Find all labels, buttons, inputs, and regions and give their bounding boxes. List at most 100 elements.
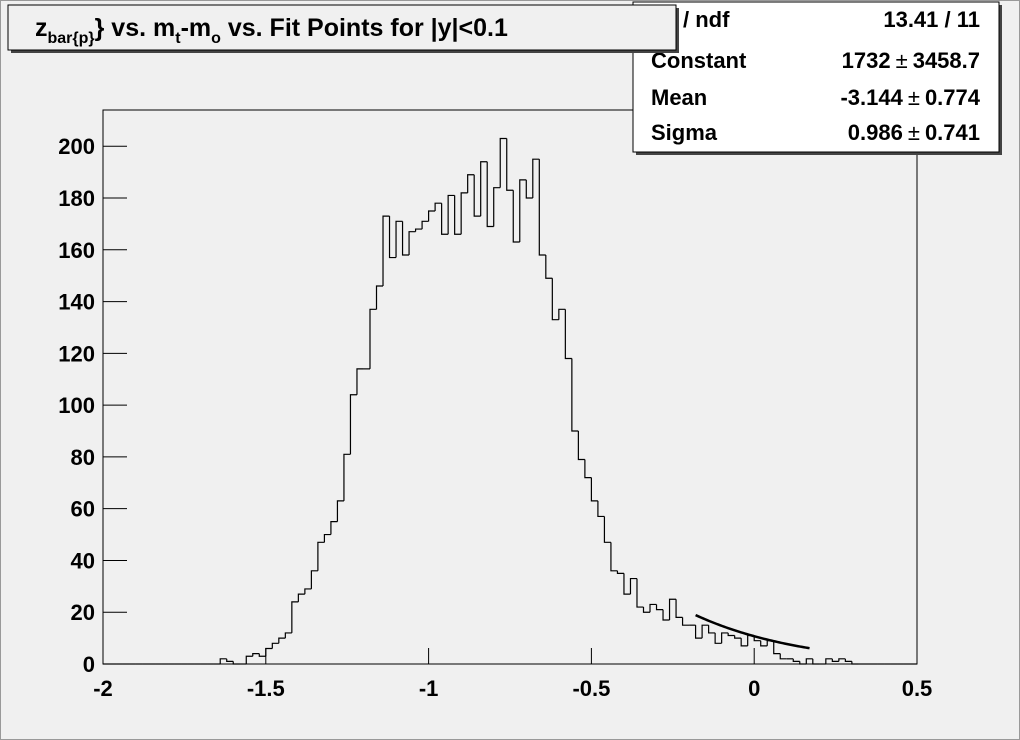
histogram-bin [629, 577, 637, 595]
histogram-bin [812, 658, 820, 665]
histogram-bin [278, 637, 286, 644]
histogram-bin [460, 192, 468, 235]
histogram-bin [779, 653, 787, 660]
histogram-bin [623, 573, 631, 595]
stats-label: / ndf [683, 7, 730, 32]
plot-area: 0 20 40 60 80 100 120 140 160 180 200 -2 -1.5 -1 -0.5 0… [58, 134, 932, 701]
histogram-bin [636, 578, 644, 608]
param-error: 0.774 [925, 85, 981, 110]
histogram-bin [265, 647, 273, 657]
histogram-bin [284, 632, 292, 639]
title-text: -m [181, 14, 212, 42]
histogram-bin [662, 609, 670, 621]
stats-value: 1732 ±3458.7 [842, 48, 980, 73]
histogram-bin [401, 221, 410, 256]
histogram-bin [304, 588, 312, 595]
chart-title: zbar{p}} vs. mt-mo vs. Fit Points for |y… [35, 14, 508, 47]
histogram-bin [825, 658, 833, 664]
param-value: 1732 [842, 48, 891, 73]
x-tick-label: -1 [419, 676, 439, 701]
x-tick-label: -0.5 [572, 676, 610, 701]
y-tick-label: 100 [58, 393, 95, 418]
histogram-bin [577, 431, 585, 461]
param-value: -3.144 [840, 85, 903, 110]
plot-frame [102, 109, 918, 665]
histogram-bin [532, 158, 540, 199]
histogram-bin [454, 195, 462, 235]
histogram-bin [252, 653, 260, 657]
histogram-bin [616, 570, 624, 574]
y-tick-label: 20 [71, 600, 95, 625]
histogram-bin [773, 640, 781, 655]
title-subscript: o [211, 30, 221, 47]
title-subscript: t [175, 30, 181, 47]
histogram-bin [323, 533, 331, 543]
plus-minus: ± [908, 120, 920, 145]
histogram-bin [799, 661, 807, 665]
x-tick-label: 0 [748, 676, 760, 701]
stats-label: Sigma [651, 120, 718, 145]
histogram-bin [395, 220, 403, 258]
histogram-bin [681, 617, 690, 626]
y-tick-label: 0 [83, 652, 95, 677]
histogram-bin [421, 220, 429, 230]
y-tick-label: 160 [58, 238, 95, 263]
histogram-bin [447, 194, 455, 235]
histogram-bin [721, 632, 729, 644]
histogram-bin [694, 625, 703, 639]
histogram-bin [740, 638, 748, 647]
histogram-bin [271, 642, 279, 649]
histogram-bin [388, 216, 397, 259]
histogram-bin [336, 500, 344, 522]
histogram-bin [727, 632, 735, 637]
histogram-bin [558, 308, 566, 320]
histogram-bin [343, 453, 351, 501]
param-error: 3458.7 [913, 48, 980, 73]
histogram-bin [642, 607, 651, 613]
histogram-bin [805, 658, 813, 664]
histogram-bin [538, 159, 546, 256]
histogram-bin [428, 210, 436, 222]
histogram-bin [564, 309, 572, 360]
histogram-bin [590, 477, 598, 502]
fit-curve [695, 613, 810, 650]
histogram-bin [467, 174, 475, 193]
histogram-bin [297, 593, 305, 602]
param-error: 0.741 [925, 120, 980, 145]
histogram-bin [317, 541, 325, 571]
histogram-bin [701, 624, 709, 639]
param-value: 0.986 [848, 120, 903, 145]
histogram-bin [584, 459, 592, 479]
histogram-bin [232, 661, 240, 665]
histogram-bin [545, 254, 553, 279]
histogram-bin [219, 658, 227, 664]
histogram-bin [851, 661, 859, 665]
histogram-bin [597, 500, 605, 518]
histogram-bin [226, 658, 234, 663]
title-box: zbar{p}} vs. mt-mo vs. Fit Points for |y… [7, 4, 679, 53]
histogram-bin [668, 598, 677, 620]
histogram-bin [245, 655, 253, 664]
histogram-bin [291, 601, 299, 633]
histogram-bin [831, 658, 839, 663]
stats-label: Mean [651, 85, 707, 110]
title-panel [7, 4, 677, 51]
histogram-bin [441, 203, 449, 235]
histogram-bin [512, 190, 520, 243]
histogram-bin [356, 368, 364, 395]
histogram-bin [571, 358, 579, 432]
histogram-bin [258, 653, 266, 657]
histogram-bin [760, 640, 768, 647]
histogram-bin [551, 278, 559, 321]
histogram-bin [480, 161, 488, 217]
histogram-bin [369, 308, 377, 369]
y-tick-label: 200 [58, 134, 95, 159]
histogram-bin [708, 625, 716, 634]
plus-minus: ± [896, 48, 908, 73]
histogram-bin [473, 174, 481, 217]
x-tick-label: -1.5 [247, 676, 285, 701]
histogram-bin [408, 231, 416, 255]
histogram-bin [434, 202, 442, 211]
